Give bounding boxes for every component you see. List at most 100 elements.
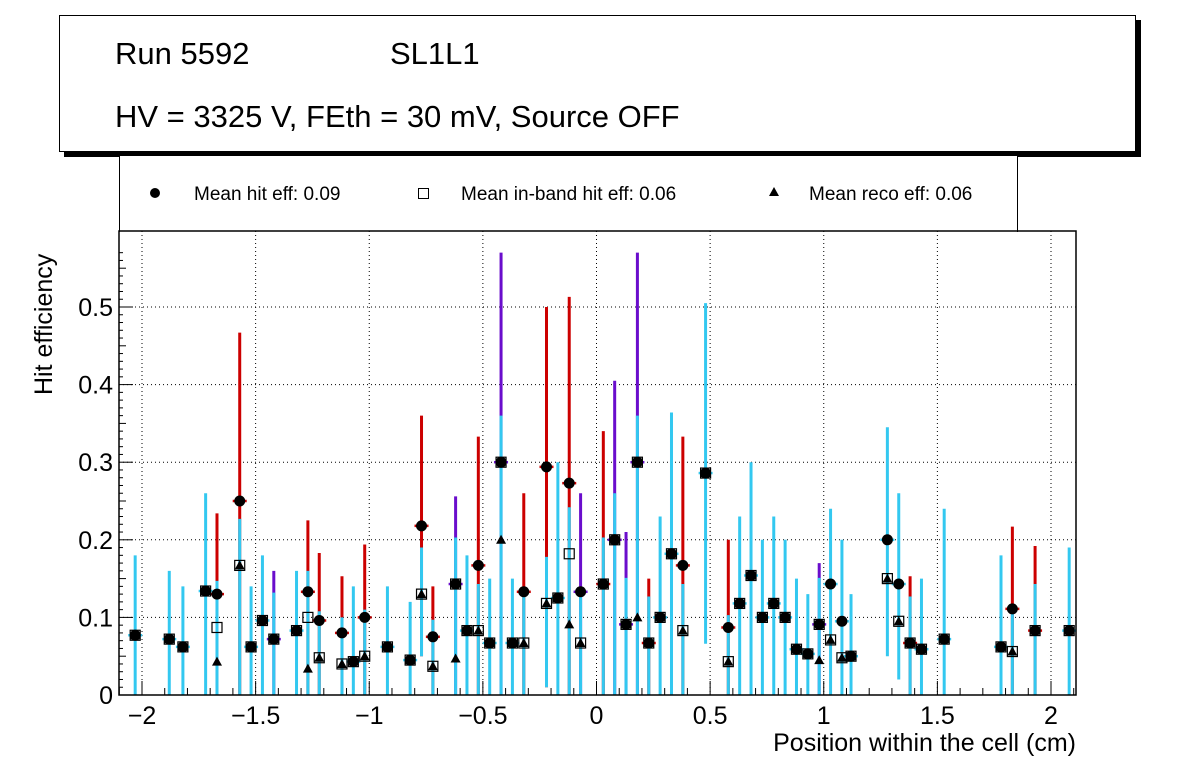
x-tick-label: −0.5 [458,702,507,730]
hit-eff-point [427,631,439,643]
reco-eff-point [700,468,711,478]
reco-eff-point [484,638,495,648]
reco-eff-point [268,634,279,644]
legend-inband-eff: Mean in-band hit eff: 0.06 [461,184,677,205]
reco-eff-point [416,589,427,599]
reco-eff-point [643,638,654,648]
reco-eff-point [780,612,791,622]
reco-eff-point [564,619,575,629]
reco-eff-point [621,619,632,629]
y-tick-label: 0.5 [78,294,113,322]
y-tick-label: 0.3 [78,449,113,477]
hit-eff-point [472,559,484,571]
x-axis-label: Position within the cell (cm) [773,729,1076,757]
reco-eff-point [450,653,461,663]
reco-eff-point [291,625,302,635]
hit-eff-point [881,534,893,546]
legend-triangle-marker [769,187,779,196]
reco-eff-point [746,570,757,580]
hit-eff-point [313,615,325,627]
reco-eff-point [302,663,313,673]
x-tick-label: 0.5 [693,702,728,730]
reco-eff-point [609,534,620,544]
legend: Mean hit eff: 0.09 Mean in-band hit eff:… [119,155,1018,232]
hit-eff-point [302,586,314,598]
reco-eff-point [427,661,438,671]
reco-eff-point [825,634,836,644]
hit-eff-point [825,578,837,590]
reco-eff-point [632,612,643,622]
hit-eff-point [359,611,371,623]
inband-eff-point [495,456,507,468]
reco-eff-point [598,579,609,589]
reco-eff-point [666,548,677,558]
reco-eff-point [846,651,857,661]
reco-eff-point [257,615,268,625]
reco-eff-point [552,593,563,602]
hit-eff-point [518,586,530,598]
x-tick-label: −1.5 [231,702,280,730]
hit-eff-point [541,461,553,473]
reco-eff-point [336,658,347,668]
reco-eff-point [893,616,904,626]
run-label: Run 5592 [115,36,250,71]
reco-eff-point [836,652,847,662]
reco-eff-point [405,655,416,665]
reco-eff-point [200,586,211,596]
reco-eff-point [234,560,245,570]
inband-eff-point [813,618,825,630]
reco-eff-point [802,648,813,658]
hit-eff-point [813,618,825,630]
conditions-label: HV = 3325 V, FEth = 30 mV, Source OFF [115,99,680,134]
reco-eff-point [996,641,1007,651]
reco-eff-point [359,651,370,661]
reco-eff-point [916,644,927,654]
hit-eff-point [234,495,246,507]
reco-eff-point [164,634,175,644]
hit-eff-point [836,615,848,627]
hit-eff-point [211,588,223,600]
reco-eff-point [768,598,779,608]
hit-eff-point [575,586,587,598]
reco-eff-point [382,641,393,651]
layer-label: SL1L1 [390,36,480,71]
reco-eff-point [177,641,188,651]
reco-eff-point [882,573,893,583]
x-tick-label: 2 [1044,702,1058,730]
x-tick-label: −2 [128,702,157,730]
reco-eff-point [757,612,768,622]
legend-square-marker [418,188,429,199]
hit-eff-point [450,578,462,590]
reco-eff-point [575,638,586,648]
hit-eff-point [336,627,348,639]
reco-eff-point [791,644,802,654]
legend-circle-marker [150,188,160,198]
reco-eff-point [939,634,950,644]
reco-eff-point [541,598,552,608]
reco-eff-point [461,625,472,635]
y-tick-label: 0.2 [78,527,113,555]
reco-eff-point [1064,625,1075,635]
reco-eff-point [655,612,666,622]
reco-eff-point [348,656,359,666]
y-tick-label: 0 [99,682,113,710]
hit-eff-point [495,456,507,468]
inband-eff-point [211,621,223,634]
reco-eff-point [1007,646,1018,656]
legend-hit-eff: Mean hit eff: 0.09 [194,184,341,205]
hit-eff-point [893,578,905,590]
y-axis-label: Hit efficiency [30,253,58,395]
y-tick-label: 0.4 [78,372,113,400]
reco-eff-point [1030,625,1041,635]
reco-eff-point [496,534,507,544]
reco-eff-point [314,652,325,662]
reco-eff-point [473,625,484,635]
hit-eff-point [677,559,689,571]
hit-eff-point [563,477,575,489]
hit-eff-point [416,520,428,532]
hit-eff-point [631,456,643,468]
x-tick-label: 1.5 [920,702,955,730]
reco-eff-point [211,656,222,666]
inband-eff-point [631,456,644,468]
